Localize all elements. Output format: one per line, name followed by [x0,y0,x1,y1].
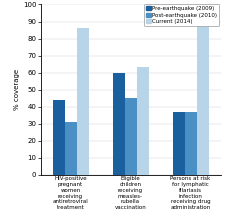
Bar [196,18,209,175]
Bar [184,112,196,175]
Bar [65,122,76,175]
Bar [52,100,65,175]
Bar [173,112,184,175]
Y-axis label: % coverage: % coverage [14,69,20,110]
Bar [112,73,124,175]
Bar [76,28,88,175]
Legend: Pre-earthquake (2009), Post-earthquake (2010), Current (2014): Pre-earthquake (2009), Post-earthquake (… [144,4,219,26]
Bar [137,67,148,175]
Bar [124,98,137,175]
